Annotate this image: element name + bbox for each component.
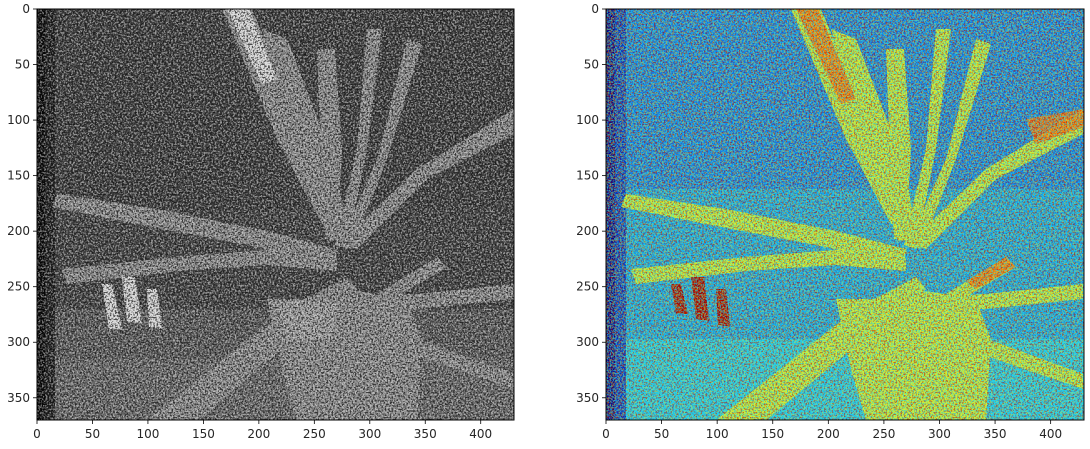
x-tick-label: 250 [872,427,895,441]
y-tick-label: 200 [576,224,599,238]
y-tick-label: 350 [7,391,30,405]
x-tick-label: 350 [984,427,1007,441]
y-tick-label: 0 [591,2,599,16]
x-tick-label: 200 [817,427,840,441]
x-tick-label: 400 [1039,427,1062,441]
left-axis-ticks: 0 50 100 150 200 250 300 350 400 0 50 100 150 200 250 3… [7,2,492,441]
y-tick-label: 300 [576,335,599,349]
x-tick-label: 400 [469,427,492,441]
x-tick-label: 300 [358,427,381,441]
y-tick-label: 150 [576,169,599,183]
x-tick-label: 0 [33,427,41,441]
right-axes-frame [605,8,1085,421]
y-tick-label: 50 [15,58,30,72]
x-tick-label: 350 [414,427,437,441]
y-tick-label: 100 [576,113,599,127]
x-tick-label: 0 [602,427,610,441]
x-tick-label: 300 [928,427,951,441]
x-tick-label: 250 [303,427,326,441]
y-tick-label: 350 [576,391,599,405]
y-tick-label: 300 [7,335,30,349]
y-tick-label: 0 [22,2,30,16]
y-tick-label: 150 [7,169,30,183]
x-tick-label: 50 [654,427,669,441]
y-tick-label: 250 [7,280,30,294]
left-axes-frame [36,8,515,421]
left-image-panel [37,9,514,420]
y-tick-label: 200 [7,224,30,238]
right-axis-ticks: 0 50 100 150 200 250 300 350 400 0 50 100 150 200 250 3… [576,2,1062,441]
y-tick-label: 100 [7,113,30,127]
x-tick-label: 50 [85,427,100,441]
x-tick-label: 150 [192,427,215,441]
y-tick-label: 50 [584,58,599,72]
x-tick-label: 100 [136,427,159,441]
x-tick-label: 100 [706,427,729,441]
right-image-panel [606,9,1084,420]
y-tick-label: 250 [576,280,599,294]
x-tick-label: 200 [247,427,270,441]
x-tick-label: 150 [761,427,784,441]
